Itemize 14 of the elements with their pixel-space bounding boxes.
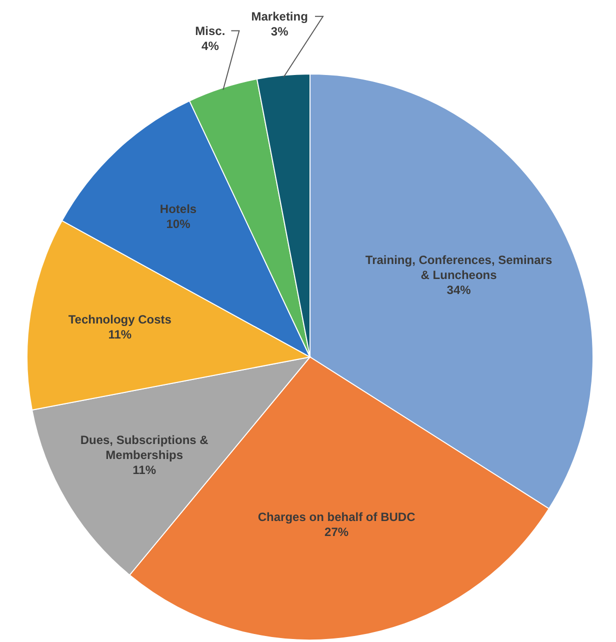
slice-label: Misc.	[195, 24, 226, 38]
slice-label: Dues, Subscriptions & Memberships	[80, 432, 209, 462]
slice-label: Hotels	[160, 202, 197, 216]
data-label: 11%	[108, 327, 132, 342]
slice-label: Charges on behalf of BUDC	[258, 510, 416, 524]
data-label: 34%	[446, 283, 472, 298]
data-label: 3%	[270, 24, 289, 38]
slice-label: Marketing	[251, 9, 308, 24]
slice-label: Training, Conferences, Seminars & Luncheons	[365, 253, 552, 282]
data-label: 4%	[202, 38, 220, 53]
slice-label: Technology Costs	[68, 312, 172, 326]
data-label: 11%	[132, 462, 156, 477]
data-label: 10%	[166, 217, 191, 232]
data-label: 27%	[324, 525, 349, 540]
